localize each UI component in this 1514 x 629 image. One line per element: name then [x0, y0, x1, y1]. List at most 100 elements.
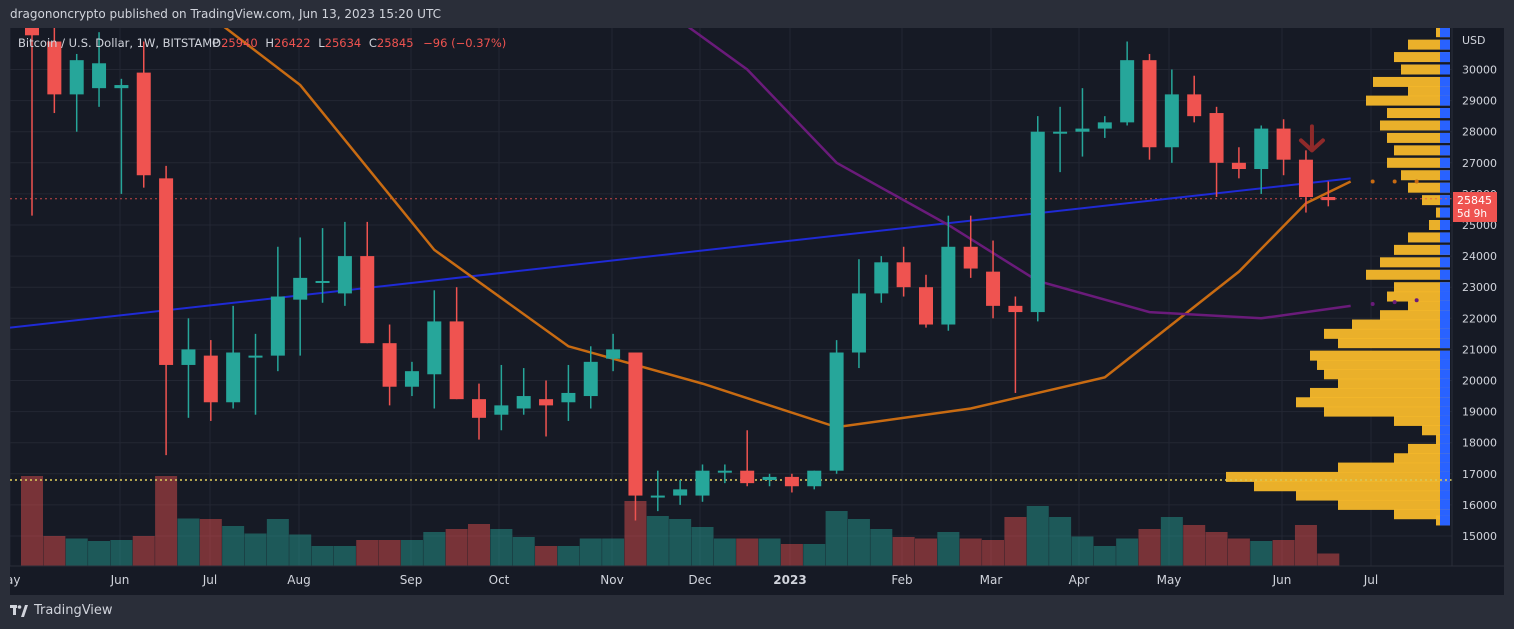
x-tick-label: Feb — [891, 573, 912, 587]
vp-bar — [1429, 220, 1450, 230]
ma-projection-dot — [1370, 301, 1375, 306]
volume-bar — [1160, 517, 1183, 566]
volume-bar — [1205, 532, 1228, 566]
vp-blue-bar — [1440, 369, 1450, 380]
brand-footer[interactable]: TradingView — [10, 603, 113, 618]
x-tick-label: 2023 — [773, 573, 806, 587]
vp-bar — [1226, 471, 1450, 482]
candle-body — [1298, 159, 1313, 198]
vp-blue-bar — [1440, 108, 1450, 119]
vp-blue-bar — [1440, 415, 1450, 426]
candle-body — [159, 178, 174, 365]
vp-bar — [1394, 145, 1450, 156]
vp-bar — [1387, 108, 1450, 119]
y-tick-label: 28000 — [1462, 126, 1497, 139]
candle-body — [762, 476, 777, 481]
volume-bar — [43, 536, 66, 566]
volume-bar — [88, 541, 111, 566]
price-chart[interactable]: ay Jun Jul Aug Sep Oct Nov Dec 2023 Feb Mar Apr May J… — [10, 28, 1504, 595]
vp-blue-bar — [1440, 378, 1450, 389]
volume-bar — [557, 546, 580, 566]
candle-body — [1164, 94, 1179, 148]
vp-bar — [1408, 232, 1450, 243]
volume-bar — [1138, 529, 1161, 566]
volume-bar — [1116, 538, 1139, 566]
volume-bar — [825, 511, 848, 566]
volume-bar — [758, 538, 781, 566]
vp-blue-bar — [1440, 350, 1450, 361]
vp-bar — [1380, 120, 1450, 131]
candle-body — [1142, 60, 1157, 148]
candle-body — [315, 280, 330, 283]
candle-body — [986, 271, 1001, 306]
vp-bar — [1394, 415, 1450, 426]
vp-blue-bar — [1440, 434, 1450, 445]
price-tag: 25845 5d 9h — [1453, 192, 1497, 222]
x-tick-label: Jun — [110, 573, 130, 587]
vp-bar — [1366, 95, 1450, 106]
candle-body — [1209, 113, 1224, 163]
horizontal-lines — [10, 198, 1452, 482]
vp-blue-bar — [1440, 269, 1450, 280]
y-tick-label: 30000 — [1462, 64, 1497, 77]
candle-body — [203, 355, 218, 403]
chart-panel[interactable]: ay Jun Jul Aug Sep Oct Nov Dec 2023 Feb Mar Apr May J… — [10, 28, 1504, 595]
volume-bar — [110, 540, 133, 566]
candle-body — [337, 256, 352, 294]
volume-bar — [490, 529, 513, 566]
vp-blue-bar — [1440, 132, 1450, 143]
moving-average-line — [223, 28, 1352, 429]
vp-blue-bar — [1440, 28, 1450, 38]
volume-bar — [691, 527, 714, 566]
vp-blue-bar — [1440, 300, 1450, 311]
volume-bar — [870, 529, 893, 566]
vp-blue-bar — [1440, 157, 1450, 168]
vp-bar — [1401, 64, 1450, 75]
vp-bar — [1387, 157, 1450, 168]
candle-body — [1231, 162, 1246, 170]
vp-blue-bar — [1440, 120, 1450, 131]
y-tick-label: 24000 — [1462, 250, 1497, 263]
volume-bar — [1049, 517, 1072, 566]
ma-projection-dot — [1370, 179, 1375, 184]
candle-body — [606, 349, 621, 359]
candle-body — [740, 470, 755, 484]
symbol-line: Bitcoin / U.S. Dollar, 1W, BITSTAMP — [18, 36, 219, 50]
candle-body — [1321, 197, 1336, 201]
vp-bar — [1422, 425, 1450, 436]
candles — [25, 28, 1336, 521]
candle-body — [404, 371, 419, 387]
vp-bar — [1387, 291, 1450, 302]
x-tick-label: ay — [10, 573, 20, 587]
y-tick-label: 17000 — [1462, 468, 1497, 481]
vp-blue-bar — [1440, 443, 1450, 454]
grid — [10, 28, 1452, 566]
y-tick-label: 15000 — [1462, 530, 1497, 543]
vp-blue-bar — [1440, 232, 1450, 243]
volume-bar — [378, 540, 401, 566]
vp-blue-bar — [1440, 490, 1450, 501]
candle-body — [449, 321, 464, 400]
vp-blue-bar — [1440, 257, 1450, 268]
volume-profile — [1226, 28, 1450, 526]
candle-body — [270, 296, 285, 356]
vp-blue-bar — [1440, 328, 1450, 339]
volume-bar — [780, 544, 803, 566]
volume-bar — [65, 538, 88, 566]
vp-blue-bar — [1440, 95, 1450, 106]
volume-bar — [1026, 506, 1049, 566]
candle-body — [829, 352, 844, 471]
candle-body — [1120, 60, 1135, 123]
vp-bar — [1366, 269, 1450, 280]
vp-blue-bar — [1440, 319, 1450, 330]
y-tick-label: 21000 — [1462, 343, 1497, 356]
volume-bar — [915, 538, 937, 566]
volume-bar — [1093, 546, 1116, 566]
price-label: 25845 — [1457, 194, 1492, 207]
vp-blue-bar — [1440, 387, 1450, 398]
vp-bar — [1352, 319, 1450, 330]
trendline — [10, 177, 1351, 329]
ma-projection-dot — [1414, 298, 1419, 303]
volume-bar — [445, 529, 468, 566]
vp-bar — [1422, 195, 1450, 206]
